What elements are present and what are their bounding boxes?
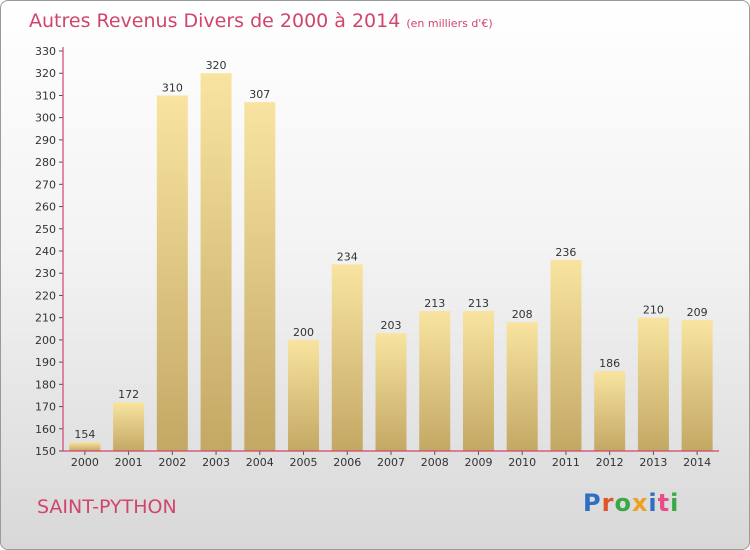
x-tick-label: 2013 xyxy=(639,456,667,469)
x-tick-label: 2011 xyxy=(552,456,580,469)
chart-title: Autres Revenus Divers de 2000 à 2014 (en … xyxy=(29,10,493,32)
y-tick-label: 160 xyxy=(35,423,56,436)
y-tick-label: 300 xyxy=(35,112,56,125)
logo-letter: i xyxy=(648,489,658,517)
bar xyxy=(200,73,232,451)
x-tick-label: 2001 xyxy=(115,456,143,469)
bar xyxy=(375,333,407,451)
x-tick-label: 2009 xyxy=(464,456,492,469)
x-tick-label: 2000 xyxy=(71,456,99,469)
y-tick-label: 210 xyxy=(35,312,56,325)
y-tick-label: 250 xyxy=(35,223,56,236)
bar-value-label: 203 xyxy=(381,319,402,332)
y-tick-label: 290 xyxy=(35,134,56,147)
logo-letter: P xyxy=(583,489,602,517)
logo-letter: x xyxy=(631,489,649,517)
y-tick-label: 320 xyxy=(35,67,56,80)
bar-value-label: 200 xyxy=(293,326,314,339)
bar xyxy=(331,264,363,451)
bar-value-label: 154 xyxy=(74,428,95,441)
bar-value-label: 236 xyxy=(555,246,576,259)
x-tick-label: 2004 xyxy=(246,456,274,469)
y-tick-label: 330 xyxy=(35,45,56,58)
bar-value-label: 320 xyxy=(206,59,227,72)
bar xyxy=(288,339,320,451)
bar xyxy=(681,319,713,451)
y-tick-label: 230 xyxy=(35,267,56,280)
chart-title-text: Autres Revenus Divers de 2000 à 2014 xyxy=(29,10,401,32)
x-tick-label: 2002 xyxy=(158,456,186,469)
y-tick-label: 280 xyxy=(35,156,56,169)
x-tick-label: 2003 xyxy=(202,456,230,469)
y-tick-label: 310 xyxy=(35,89,56,102)
logo-letter: o xyxy=(614,489,632,517)
logo-letter: r xyxy=(601,489,615,517)
bar xyxy=(637,317,669,451)
city-name: SAINT-PYTHON xyxy=(37,496,177,518)
y-tick-label: 170 xyxy=(35,401,56,414)
bar xyxy=(156,95,188,451)
y-tick-label: 220 xyxy=(35,289,56,302)
x-tick-label: 2012 xyxy=(596,456,624,469)
bar-value-label: 307 xyxy=(249,88,270,101)
bar-value-label: 186 xyxy=(599,357,620,370)
bar-value-label: 208 xyxy=(512,308,533,321)
y-tick-label: 260 xyxy=(35,201,56,214)
y-tick-label: 180 xyxy=(35,378,56,391)
y-tick-label: 150 xyxy=(35,445,56,458)
bar xyxy=(462,311,494,451)
y-tick-label: 240 xyxy=(35,245,56,258)
bar-value-label: 310 xyxy=(162,81,183,94)
logo-letter: i xyxy=(670,489,680,517)
logo-letter: t xyxy=(657,489,671,517)
bar-value-label: 213 xyxy=(424,297,445,310)
bar xyxy=(244,102,276,451)
bar-value-label: 234 xyxy=(337,250,358,263)
x-tick-label: 2010 xyxy=(508,456,536,469)
bar-value-label: 210 xyxy=(643,304,664,317)
bar-value-label: 213 xyxy=(468,297,489,310)
y-tick-label: 190 xyxy=(35,356,56,369)
bar xyxy=(550,259,582,451)
x-tick-label: 2007 xyxy=(377,456,405,469)
bar xyxy=(506,322,538,451)
y-tick-label: 270 xyxy=(35,178,56,191)
bar-value-label: 209 xyxy=(687,306,708,319)
x-tick-label: 2008 xyxy=(421,456,449,469)
bar xyxy=(69,442,101,451)
bar-value-label: 172 xyxy=(118,388,139,401)
bar xyxy=(594,371,626,451)
x-tick-label: 2014 xyxy=(683,456,711,469)
x-tick-label: 2006 xyxy=(333,456,361,469)
bar xyxy=(113,402,145,451)
y-tick-label: 200 xyxy=(35,334,56,347)
proxiti-logo: Proxiti xyxy=(583,489,679,517)
x-tick-label: 2005 xyxy=(290,456,318,469)
chart-unit-text: (en milliers d'€) xyxy=(406,17,493,30)
bar xyxy=(419,311,451,451)
